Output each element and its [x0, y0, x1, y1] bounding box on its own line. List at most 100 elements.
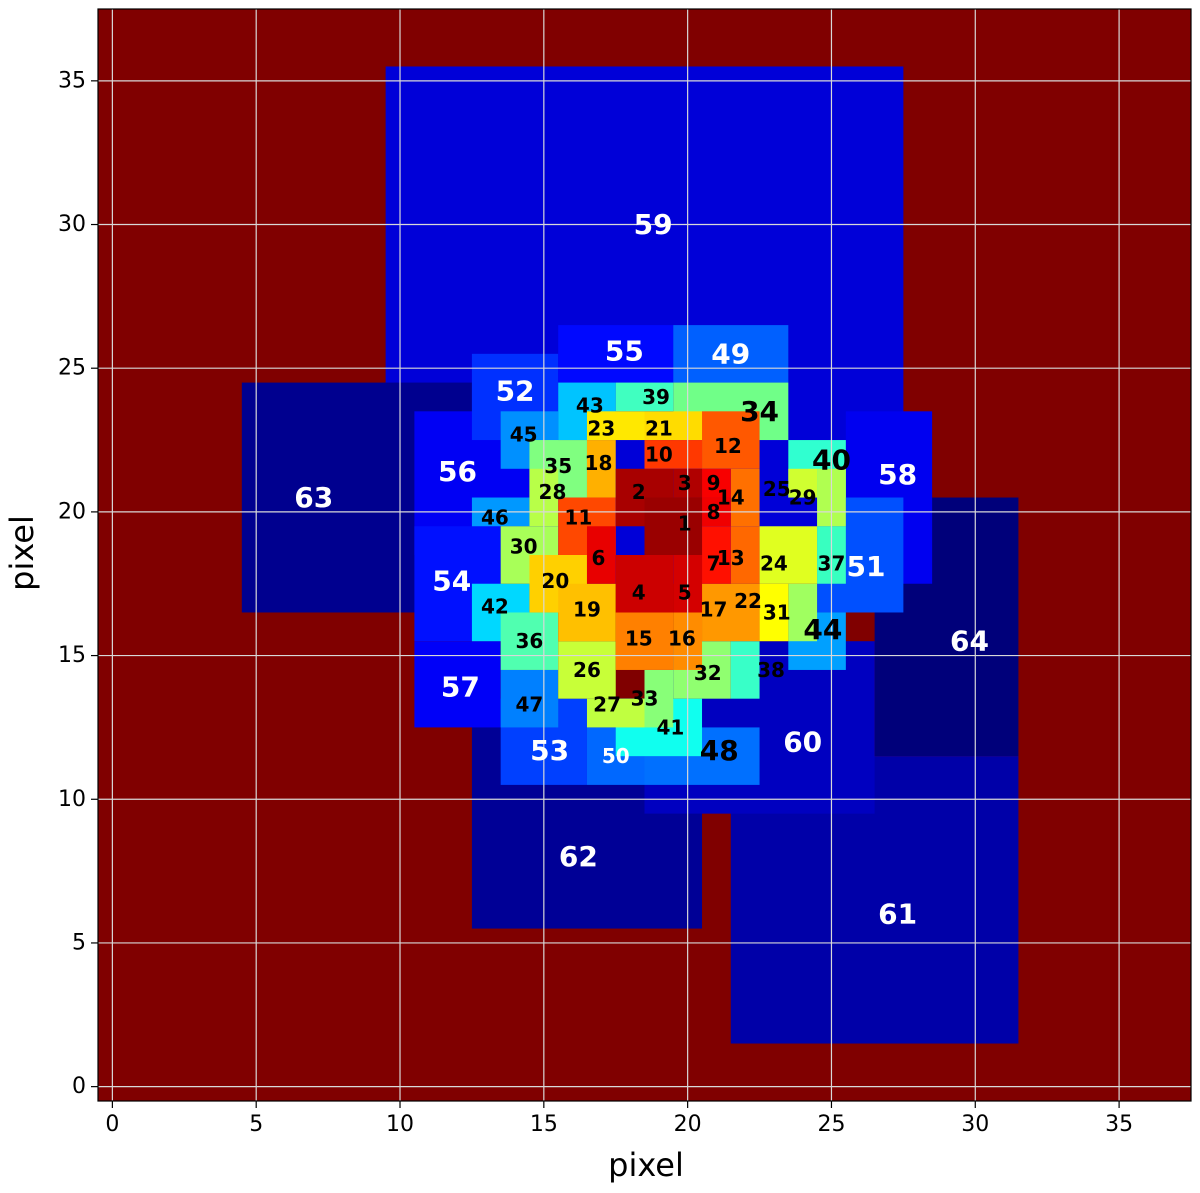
- region-49: [673, 325, 789, 383]
- region-label-32: 32: [694, 661, 722, 685]
- y-axis-label: pixel: [3, 515, 41, 591]
- region-label-22: 22: [734, 589, 762, 613]
- region-label-2: 2: [632, 480, 646, 504]
- x-tick-label: 0: [105, 1112, 119, 1137]
- region-label-37: 37: [818, 552, 846, 576]
- region-label-7: 7: [707, 552, 721, 576]
- region-label-12: 12: [714, 434, 742, 458]
- region-label-64: 64: [950, 625, 989, 658]
- y-tick-label: 20: [58, 499, 86, 524]
- region-15: [615, 612, 674, 670]
- region-label-1: 1: [678, 511, 692, 535]
- region-22: [759, 583, 789, 642]
- region-14: [730, 468, 760, 527]
- region-label-38: 38: [757, 658, 785, 682]
- region-4: [615, 555, 674, 613]
- region-label-49: 49: [711, 337, 750, 370]
- region-label-62: 62: [559, 840, 598, 873]
- region-label-21: 21: [645, 417, 673, 441]
- grid-layer: [98, 9, 1191, 1101]
- region-19: [558, 583, 616, 642]
- region-26: [558, 641, 616, 699]
- region-label-51: 51: [846, 550, 885, 583]
- region-label-3: 3: [678, 471, 692, 495]
- region-47: [500, 669, 559, 728]
- region-label-10: 10: [645, 442, 673, 466]
- region-label-24: 24: [760, 552, 788, 576]
- region-12: [702, 411, 760, 469]
- region-label-35: 35: [544, 454, 572, 478]
- region-label-47: 47: [516, 692, 544, 716]
- region-label-36: 36: [516, 629, 544, 653]
- region-13: [730, 526, 760, 584]
- x-axis-label: pixel: [608, 1146, 684, 1184]
- region-label-50: 50: [602, 744, 630, 768]
- region-label-17: 17: [700, 598, 728, 622]
- region-label-53: 53: [530, 734, 569, 767]
- y-tick-label: 0: [72, 1074, 86, 1099]
- region-label-11: 11: [564, 506, 592, 530]
- region-label-39: 39: [642, 385, 670, 409]
- region-label-30: 30: [510, 534, 538, 558]
- region-label-27: 27: [593, 692, 621, 716]
- y-tick-label: 25: [58, 356, 86, 381]
- y-tick-label: 35: [58, 68, 86, 93]
- region-label-60: 60: [783, 725, 822, 758]
- region-18: [586, 440, 616, 498]
- region-label-14: 14: [717, 486, 745, 510]
- region-39: [615, 382, 674, 412]
- region-label-55: 55: [605, 334, 644, 367]
- region-label-23: 23: [587, 417, 615, 441]
- region-label-57: 57: [441, 671, 480, 704]
- region-label-19: 19: [573, 598, 601, 622]
- x-tick-label: 15: [530, 1112, 558, 1137]
- region-21: [644, 411, 703, 441]
- region-label-54: 54: [432, 564, 471, 597]
- region-label-63: 63: [294, 481, 333, 514]
- region-label-5: 5: [678, 580, 692, 604]
- x-tick-label: 20: [674, 1112, 702, 1137]
- y-tick-label: 15: [58, 643, 86, 668]
- x-tick-label: 30: [961, 1112, 989, 1137]
- y-tick-label: 10: [58, 787, 86, 812]
- region-6: [586, 526, 616, 584]
- region-label-43: 43: [576, 394, 604, 418]
- region-label-34: 34: [740, 395, 779, 428]
- region-label-46: 46: [481, 506, 509, 530]
- region-label-26: 26: [573, 658, 601, 682]
- region-1: [644, 497, 703, 555]
- region-36: [500, 612, 559, 670]
- region-label-18: 18: [585, 451, 613, 475]
- region-33: [644, 669, 674, 728]
- region-label-58: 58: [878, 458, 917, 491]
- region-label-28: 28: [539, 480, 567, 504]
- region-label-41: 41: [656, 715, 684, 739]
- region-label-16: 16: [668, 626, 696, 650]
- y-tick-label: 30: [58, 212, 86, 237]
- region-label-29: 29: [789, 486, 817, 510]
- region-label-31: 31: [763, 600, 791, 624]
- x-tick-label: 35: [1105, 1112, 1133, 1137]
- region-24: [759, 526, 818, 584]
- region-label-6: 6: [592, 546, 606, 570]
- region-label-59: 59: [634, 208, 673, 241]
- region-label-45: 45: [510, 422, 538, 446]
- plot-frame: [97, 8, 1192, 1102]
- region-25: [788, 468, 818, 498]
- region-7: [702, 526, 731, 584]
- region-label-25: 25: [763, 477, 791, 501]
- region-label-61: 61: [878, 898, 917, 931]
- region-17: [702, 583, 760, 642]
- region-label-44: 44: [803, 613, 842, 646]
- region-23: [586, 411, 645, 441]
- region-31: [788, 583, 818, 642]
- x-axis: 0 5 10 15 20 25 30 35: [105, 1101, 1133, 1137]
- region-27: [586, 698, 645, 728]
- region-55: [558, 325, 674, 383]
- x-tick-label: 5: [249, 1112, 263, 1137]
- region-label-13: 13: [717, 546, 745, 570]
- region-10: [644, 440, 703, 469]
- region-label-33: 33: [631, 687, 659, 711]
